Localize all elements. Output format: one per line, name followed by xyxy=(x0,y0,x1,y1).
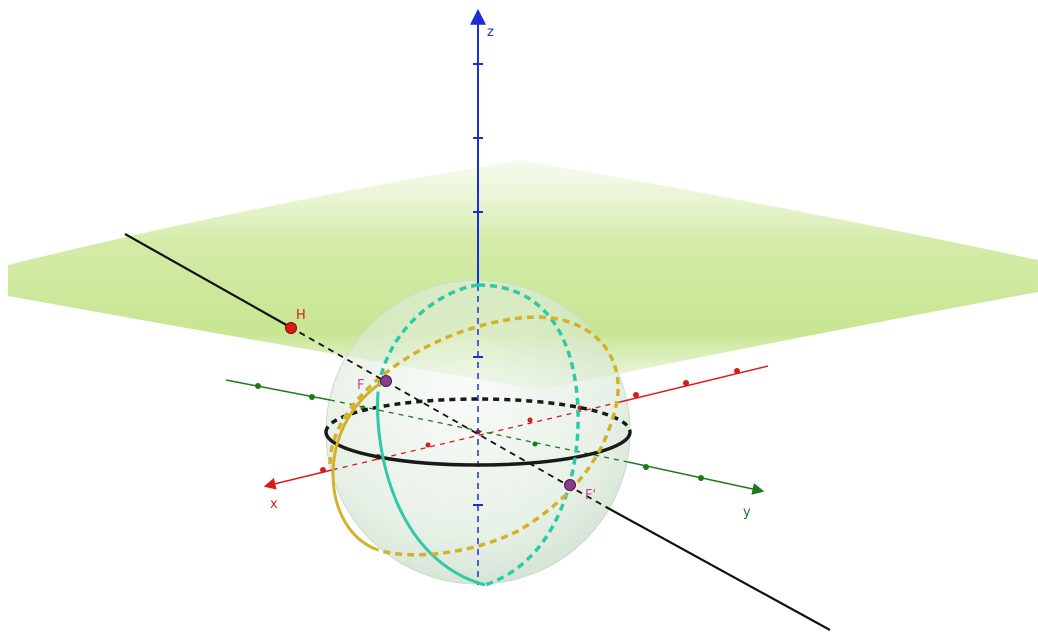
z-axis-ticks xyxy=(473,63,483,506)
line-outer-lower xyxy=(605,506,831,631)
teal-meridian-front xyxy=(376,391,486,587)
z-axis-label: z xyxy=(487,25,494,40)
equator-front xyxy=(324,431,632,467)
x-axis-label: x xyxy=(270,497,278,512)
y-axis-outer-right xyxy=(627,461,765,495)
point-f-prime-label: F' xyxy=(585,488,596,503)
point-h-marker[interactable] xyxy=(285,322,297,334)
point-f-label: F xyxy=(357,378,364,393)
point-f-prime-marker[interactable] xyxy=(564,479,576,491)
line-outer-upper xyxy=(124,233,291,328)
x-axis-outer-right xyxy=(619,365,769,403)
point-f-prime[interactable]: F' xyxy=(564,479,597,504)
teal-meridian-back xyxy=(376,283,580,587)
point-h-label: H xyxy=(296,308,306,323)
line-inner-dashed xyxy=(289,326,607,508)
y-axis-label: y xyxy=(743,505,751,520)
horizontal-plane xyxy=(8,160,1038,390)
gold-meridian-front xyxy=(331,378,386,552)
x-axis-ticks xyxy=(320,368,740,473)
point-h[interactable]: H xyxy=(285,308,306,334)
point-f[interactable]: F xyxy=(357,375,392,394)
point-f-marker[interactable] xyxy=(380,375,392,387)
gold-meridian-back xyxy=(328,315,620,557)
